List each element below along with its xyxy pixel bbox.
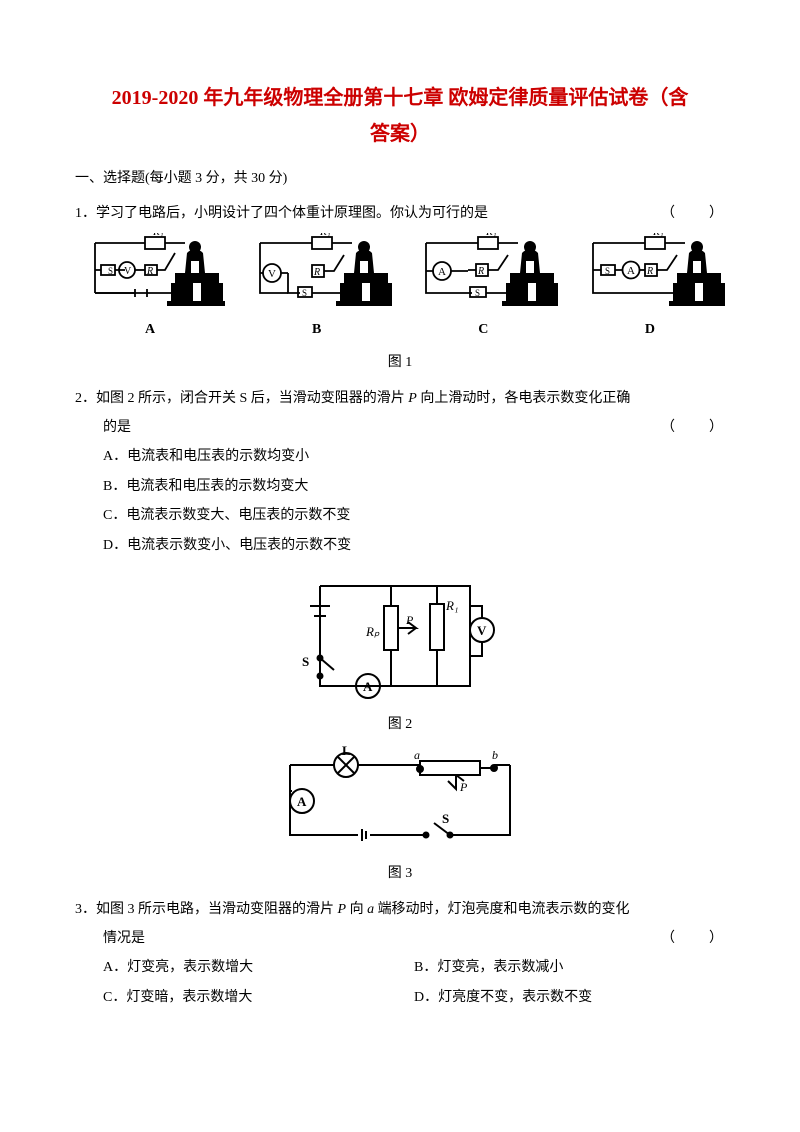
q2-opt-a: A．电流表和电压表的示数均变小 <box>103 442 725 471</box>
q2-texta: 如图 2 所示，闭合开关 S 后，当滑动变阻器的滑片 <box>96 391 408 406</box>
svg-text:S: S <box>605 266 610 276</box>
svg-text:L: L <box>342 745 351 758</box>
svg-text:V: V <box>124 266 132 277</box>
fig1-c: A R S R₁ C <box>408 233 558 344</box>
svg-text:S: S <box>302 288 307 298</box>
q3-opt-a: A．灯变亮，表示数增大 <box>103 953 414 982</box>
q2-textc: 的是 <box>103 420 131 435</box>
svg-text:R: R <box>477 266 484 277</box>
question-3: 3． 如图 3 所示电路，当滑动变阻器的滑片 P 向 a 端移动时，灯泡亮度和电… <box>75 895 725 1013</box>
svg-text:R: R <box>146 266 153 277</box>
q3-ta: 如图 3 所示电路，当滑动变阻器的滑片 <box>96 902 338 917</box>
q1-num: 1． <box>75 199 96 228</box>
fig2-caption: 图 2 <box>75 710 725 739</box>
svg-text:b: b <box>492 748 498 762</box>
fig1-b: V R S R₁ B <box>242 233 392 344</box>
svg-text:A: A <box>438 266 446 278</box>
fig1-a: S V R R₁ A <box>75 233 225 344</box>
svg-text:R₁: R₁ <box>319 233 331 238</box>
q2-opt-d: D．电流表示数变小、电压表的示数不变 <box>103 531 725 560</box>
q3-tb: 向 <box>346 902 367 917</box>
title-2: 答案） <box>370 123 430 145</box>
q2-p: P <box>408 391 417 406</box>
q3-td: 情况是 <box>103 931 145 946</box>
q3-num: 3． <box>75 895 96 924</box>
svg-text:S: S <box>302 654 309 669</box>
figure-2: S A Rₚ P R₁ V <box>75 566 725 706</box>
figure-3: L a b P S A <box>75 745 725 855</box>
fig1-caption: 图 1 <box>75 348 725 377</box>
svg-text:A: A <box>627 265 635 277</box>
svg-text:R₁: R₁ <box>652 233 664 238</box>
fig1-d: S A R R₁ D <box>575 233 725 344</box>
q3-a: a <box>367 902 374 917</box>
q2-num: 2． <box>75 384 96 413</box>
svg-text:Rₚ: Rₚ <box>365 624 380 639</box>
svg-text:P: P <box>459 780 468 794</box>
q2-textb: 向上滑动时，各电表示数变化正确 <box>417 391 631 406</box>
fig1-d-label: D <box>645 315 655 344</box>
svg-text:a: a <box>414 748 420 762</box>
svg-text:R₁: R₁ <box>485 233 497 238</box>
svg-text:R₁: R₁ <box>445 598 458 613</box>
q3-opt-c: C．灯变暗，表示数增大 <box>103 983 414 1012</box>
q1-text: 学习了电路后，小明设计了四个体重计原理图。你认为可行的是 <box>96 206 488 221</box>
title-1: 2019-2020 年九年级物理全册第十七章 欧姆定律质量评估试卷（含 <box>112 87 689 109</box>
svg-text:S: S <box>442 811 449 826</box>
q3-paren: （ ） <box>661 924 725 953</box>
fig1-c-label: C <box>478 315 488 344</box>
q3-opt-d: D．灯亮度不变，表示数不变 <box>414 983 725 1012</box>
svg-text:R₁: R₁ <box>152 233 164 238</box>
fig3-caption: 图 3 <box>75 859 725 888</box>
svg-text:P: P <box>405 613 414 627</box>
svg-text:V: V <box>268 268 276 280</box>
svg-text:S: S <box>108 266 113 276</box>
q3-p: P <box>338 902 347 917</box>
q1-paren: （ ） <box>661 199 725 228</box>
q3-opt-b: B．灯变亮，表示数减小 <box>414 953 725 982</box>
svg-text:R: R <box>313 267 320 278</box>
q2-paren: （ ） <box>661 413 725 442</box>
fig1-b-label: B <box>312 315 321 344</box>
question-2: 2． 如图 2 所示，闭合开关 S 后，当滑动变阻器的滑片 P 向上滑动时，各电… <box>75 384 725 560</box>
q2-opt-b: B．电流表和电压表的示数均变大 <box>103 472 725 501</box>
q3-tc: 端移动时，灯泡亮度和电流表示数的变化 <box>374 902 630 917</box>
svg-text:A: A <box>297 794 307 809</box>
section-heading: 一、选择题(每小题 3 分，共 30 分) <box>75 164 725 193</box>
question-1: 1． 学习了电路后，小明设计了四个体重计原理图。你认为可行的是 （ ） <box>75 199 725 228</box>
fig1-a-label: A <box>145 315 155 344</box>
svg-text:R: R <box>646 266 653 277</box>
svg-text:A: A <box>363 679 373 694</box>
figure-1-row: S V R R₁ A <box>75 233 725 344</box>
svg-text:V: V <box>477 623 487 638</box>
svg-text:S: S <box>475 288 480 298</box>
q2-opt-c: C．电流表示数变大、电压表的示数不变 <box>103 501 725 530</box>
